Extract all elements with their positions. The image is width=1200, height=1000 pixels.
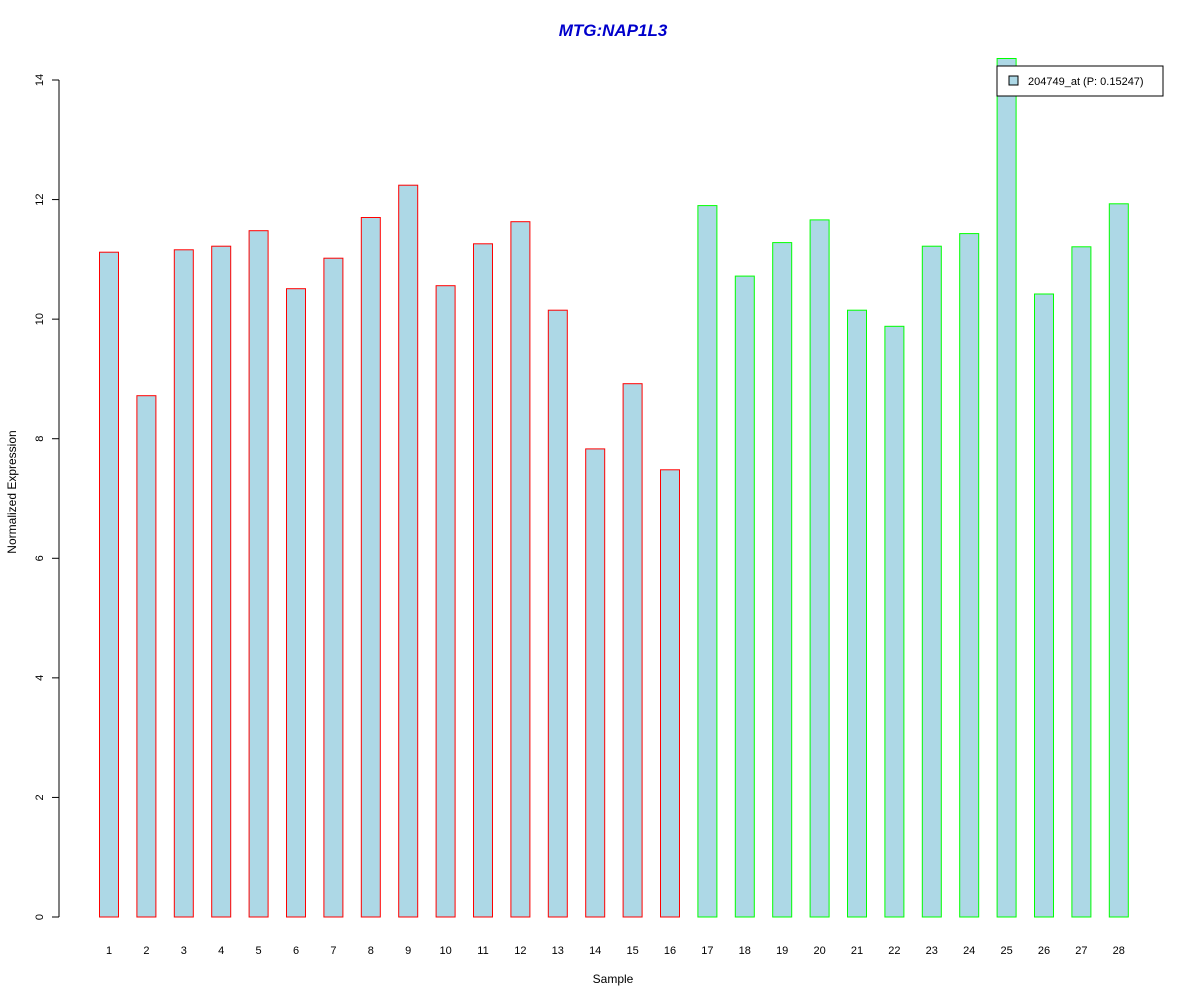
legend-swatch [1008, 75, 1019, 86]
x-tick-label: 21 [851, 945, 863, 957]
bar [847, 309, 867, 918]
bar [286, 288, 306, 918]
x-tick-label: 22 [888, 945, 900, 957]
x-tick-label: 13 [552, 945, 564, 957]
x-tick-label: 24 [963, 945, 975, 957]
bar [248, 230, 269, 918]
x-tick-label: 6 [293, 945, 299, 957]
bar [510, 221, 531, 918]
x-axis-label: Sample [593, 972, 634, 986]
chart-title: MTG:NAP1L3 [559, 21, 668, 40]
bar [660, 469, 680, 918]
y-tick-label: 8 [34, 436, 46, 442]
bar [473, 243, 493, 918]
y-axis-label: Normalized Expression [5, 430, 19, 553]
y-tick-label: 2 [34, 794, 46, 800]
bar [809, 219, 830, 918]
x-tick-label: 8 [368, 945, 374, 957]
x-tick-label: 11 [477, 945, 488, 957]
x-tick-label: 20 [813, 945, 825, 957]
bar [1108, 203, 1129, 918]
bar [136, 395, 157, 918]
bar [585, 448, 606, 918]
bar [772, 242, 793, 918]
y-tick-label: 4 [34, 675, 46, 681]
bar [211, 245, 232, 918]
y-axis: 0 2 4 6 8 10 12 14 [34, 74, 60, 920]
bar [996, 58, 1017, 918]
bar [435, 285, 456, 918]
y-tick-label: 6 [34, 555, 46, 561]
x-tick-label: 2 [143, 945, 149, 957]
x-tick-label: 10 [439, 945, 451, 957]
bar [360, 217, 381, 918]
x-tick-label: 28 [1113, 945, 1125, 957]
x-tick-label: 25 [1000, 945, 1012, 957]
bar [622, 383, 643, 918]
bar [884, 325, 905, 918]
x-tick-label: 15 [626, 945, 638, 957]
y-tick-label: 0 [34, 914, 46, 920]
x-tick-label: 18 [739, 945, 751, 957]
bar [173, 249, 194, 918]
bars [99, 58, 1129, 918]
x-tick-label: 19 [776, 945, 788, 957]
bar [323, 257, 344, 918]
x-tick-label: 7 [330, 945, 336, 957]
x-tick-label: 23 [926, 945, 938, 957]
bar [398, 184, 419, 918]
x-tick-label: 12 [514, 945, 526, 957]
x-tick-label: 14 [589, 945, 601, 957]
y-tick-label: 12 [34, 193, 46, 205]
x-tick-label: 16 [664, 945, 676, 957]
x-tick-label: 26 [1038, 945, 1050, 957]
x-tick-label: 9 [405, 945, 411, 957]
bar [1071, 246, 1092, 918]
x-tick-label: 27 [1075, 945, 1087, 957]
bar [697, 205, 718, 918]
bar [734, 275, 755, 918]
bar [1034, 293, 1054, 918]
y-tick-label: 10 [34, 313, 46, 325]
x-tick-label: 17 [701, 945, 713, 957]
x-tick-label: 4 [218, 945, 224, 957]
legend: 204749_at (P: 0.15247) [996, 65, 1164, 97]
x-tick-label: 3 [181, 945, 187, 957]
legend-box [996, 65, 1164, 97]
legend-entry: 204749_at (P: 0.15247) [1028, 76, 1144, 88]
bar [99, 251, 119, 918]
y-tick-label: 14 [34, 74, 46, 86]
bar [921, 245, 942, 918]
x-tick-label: 5 [256, 945, 262, 957]
bar [959, 233, 980, 918]
x-tick-labels: 1 2 3 4 5 6 7 8 9 10 11 12 13 14 15 16 17 18 19 20 21 22 23 24 2… [106, 945, 1125, 957]
bar [547, 309, 568, 918]
x-tick-label: 1 [106, 945, 112, 957]
